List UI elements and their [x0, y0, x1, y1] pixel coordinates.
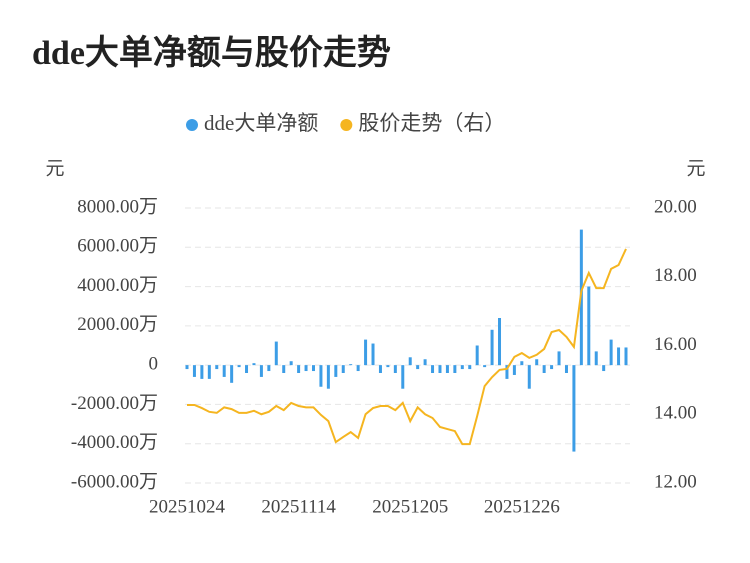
bar — [319, 365, 323, 387]
bar — [341, 365, 345, 373]
bar — [460, 365, 464, 370]
bar — [386, 365, 390, 368]
bar — [282, 365, 286, 373]
bar — [542, 365, 546, 373]
bar — [490, 329, 494, 366]
bar — [304, 365, 308, 372]
bar — [259, 365, 263, 377]
bar — [609, 339, 613, 366]
y-tick-label: 8000.00万 — [77, 196, 158, 217]
y2-axis-unit: 元 — [686, 158, 705, 179]
bar — [267, 365, 271, 372]
chart-title: dde大单净额与股价走势 — [32, 34, 391, 72]
bar — [550, 365, 554, 370]
legend-marker — [340, 119, 353, 131]
bar — [572, 365, 576, 452]
bar — [520, 361, 524, 366]
x-tick-label: 20251226 — [484, 496, 560, 517]
y-tick-label: 2000.00万 — [77, 314, 158, 335]
y-axis-unit: 元 — [45, 158, 64, 179]
bar — [393, 365, 397, 373]
bar — [378, 365, 382, 373]
y-tick-label: 4000.00万 — [77, 275, 158, 296]
bar — [564, 365, 568, 373]
bar — [215, 365, 219, 370]
legend-label: 股价走势（右） — [358, 111, 505, 135]
bar — [453, 365, 457, 373]
legend-label: dde大单净额 — [204, 111, 318, 135]
bar — [535, 359, 539, 366]
bar — [416, 365, 420, 370]
bar — [274, 341, 278, 366]
legend-marker — [186, 119, 198, 131]
bar — [222, 365, 226, 377]
bar — [311, 365, 315, 372]
bar — [192, 365, 196, 377]
bar — [468, 365, 472, 370]
bar — [326, 365, 330, 389]
x-tick-label: 20251024 — [149, 496, 226, 517]
y2-tick-label: 20.00 — [654, 196, 697, 217]
y2-tick-label: 18.00 — [654, 265, 697, 286]
bar — [408, 357, 412, 366]
y2-tick-label: 14.00 — [654, 403, 697, 424]
legend: dde大单净额 股价走势（右） — [186, 111, 505, 135]
bar — [505, 365, 509, 379]
bar — [617, 347, 621, 366]
bar — [475, 345, 479, 366]
bar — [245, 365, 249, 373]
bar — [237, 365, 241, 368]
bar — [297, 365, 301, 373]
bar — [289, 361, 293, 366]
bar — [624, 347, 628, 366]
y-tick-label: -2000.00万 — [71, 393, 158, 414]
bar — [498, 318, 502, 366]
bar — [364, 339, 368, 366]
bar — [185, 365, 189, 370]
price-line — [187, 248, 627, 446]
bar — [602, 365, 606, 372]
bar — [431, 365, 435, 373]
bar — [207, 365, 211, 379]
bar — [230, 365, 234, 383]
bar — [356, 365, 360, 372]
bar — [334, 365, 338, 377]
bar — [527, 365, 531, 389]
bar — [512, 365, 516, 375]
bar — [438, 365, 442, 373]
x-tick-label: 20251205 — [372, 496, 448, 517]
y-tick-label: 0 — [149, 354, 159, 375]
bar — [349, 364, 353, 366]
y-tick-label: -4000.00万 — [71, 432, 158, 453]
y2-tick-label: 16.00 — [654, 334, 697, 355]
bar — [252, 363, 256, 366]
x-tick-label: 20251114 — [261, 496, 336, 517]
y-tick-label: 6000.00万 — [77, 236, 158, 257]
bar — [587, 286, 591, 366]
bar — [483, 365, 487, 368]
bar — [594, 351, 598, 366]
y2-tick-label: 12.00 — [654, 471, 697, 492]
bar — [423, 359, 427, 366]
y-tick-label: -6000.00万 — [71, 471, 158, 492]
bar — [445, 365, 449, 373]
bar — [401, 365, 405, 389]
bar — [200, 365, 204, 379]
bar — [371, 343, 375, 366]
bar — [557, 351, 561, 366]
